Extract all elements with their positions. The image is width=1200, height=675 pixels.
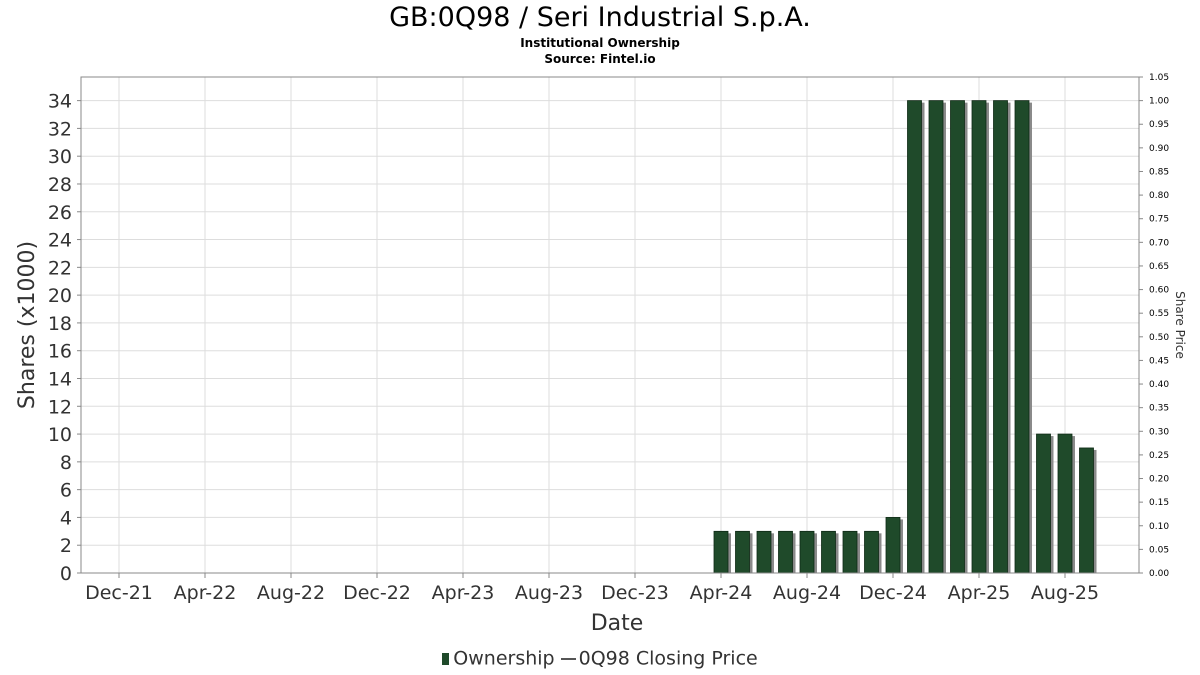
bar-ownership xyxy=(756,530,772,574)
y-tick-label: 16 xyxy=(48,341,72,363)
x-tick-label: Aug-25 xyxy=(1031,582,1099,604)
y-tick-label: 26 xyxy=(48,202,72,224)
x-tick-label: Apr-23 xyxy=(432,582,495,604)
bar-ownership xyxy=(950,100,965,574)
y2-axis-label: Share Price xyxy=(1173,291,1187,359)
legend-price-swatch xyxy=(560,657,576,660)
y2-tick-label: 0.25 xyxy=(1149,451,1169,461)
plot-frame xyxy=(80,76,1140,574)
x-tick-label: Apr-24 xyxy=(690,582,753,604)
y2-tick-label: 0.85 xyxy=(1149,167,1169,177)
y2-tick-label: 0.10 xyxy=(1149,522,1169,532)
y-axis-label: Shares (x1000) xyxy=(15,241,40,409)
x-tick-label: Apr-25 xyxy=(948,582,1011,604)
legend-ownership-swatch xyxy=(442,652,450,665)
bar-ownership xyxy=(971,100,987,574)
x-tick-label: Dec-24 xyxy=(859,582,927,604)
y2-tick-label: 0.45 xyxy=(1149,356,1169,366)
bar-ownership xyxy=(778,530,793,574)
y-tick-label: 24 xyxy=(48,230,72,252)
bar-ownership xyxy=(993,100,1008,574)
bar-ownership xyxy=(928,100,944,574)
y-tick-label: 20 xyxy=(48,285,72,307)
x-tick-label: Aug-23 xyxy=(515,582,583,604)
y2-axis-ticks: 0.00 0.05 0.10 0.15 0.20 0.25 0.30 0.35 0.40 0.45… xyxy=(1139,73,1169,579)
bar-ownership xyxy=(1079,447,1094,574)
bar-ownership xyxy=(907,100,922,574)
y-tick-label: 22 xyxy=(48,257,72,279)
y2-tick-label: 0.65 xyxy=(1149,262,1169,272)
legend-ownership-label: Ownership xyxy=(453,647,555,670)
y2-tick-label: 0.80 xyxy=(1149,191,1169,201)
y2-tick-label: 0.35 xyxy=(1149,404,1169,414)
bar-ownership xyxy=(713,530,729,574)
bar-ownership xyxy=(799,530,815,574)
y2-tick-label: 0.00 xyxy=(1149,569,1169,579)
y2-tick-label: 0.40 xyxy=(1149,380,1169,390)
y2-tick-label: 0.20 xyxy=(1149,475,1169,485)
y-tick-label: 30 xyxy=(48,146,72,168)
bar-ownership xyxy=(1036,433,1051,574)
y-tick-label: 12 xyxy=(48,396,72,418)
y-tick-label: 28 xyxy=(48,174,72,196)
y-tick-label: 34 xyxy=(48,91,72,113)
y2-tick-label: 0.90 xyxy=(1149,144,1169,154)
y-tick-label: 6 xyxy=(60,480,72,502)
y2-tick-label: 0.95 xyxy=(1149,120,1169,130)
y-tick-label: 14 xyxy=(48,368,72,390)
y-tick-label: 8 xyxy=(60,452,72,474)
x-axis-ticks: Dec-21 Apr-22 Aug-22 Dec-22 Apr-23 Aug-23 Dec-… xyxy=(85,573,1099,604)
bar-ownership xyxy=(821,530,836,574)
y2-tick-label: 0.50 xyxy=(1149,333,1169,343)
y2-tick-label: 0.05 xyxy=(1149,545,1169,555)
bar-ownership xyxy=(1057,433,1073,574)
chart-source: Source: Fintel.io xyxy=(544,52,656,66)
bars xyxy=(713,100,1097,574)
x-tick-label: Aug-24 xyxy=(773,582,841,604)
y2-tick-label: 0.75 xyxy=(1149,215,1169,225)
y-tick-label: 0 xyxy=(60,563,72,585)
x-tick-label: Dec-23 xyxy=(601,582,669,604)
y-tick-label: 10 xyxy=(48,424,72,446)
x-axis-label: Date xyxy=(591,611,644,636)
legend: Ownership 0Q98 Closing Price xyxy=(0,647,1200,670)
bar-ownership xyxy=(735,530,750,574)
bar-ownership xyxy=(842,530,858,574)
chart-subtitle: Institutional Ownership xyxy=(520,36,680,50)
y2-tick-label: 1.05 xyxy=(1149,73,1169,83)
x-tick-label: Aug-22 xyxy=(257,582,325,604)
bar-ownership xyxy=(885,517,901,574)
y2-tick-label: 0.30 xyxy=(1149,427,1169,437)
legend-price-label: 0Q98 Closing Price xyxy=(578,647,758,670)
y2-tick-label: 0.15 xyxy=(1149,498,1169,508)
x-tick-label: Dec-22 xyxy=(343,582,411,604)
x-tick-label: Dec-21 xyxy=(85,582,153,604)
y-tick-label: 18 xyxy=(48,313,72,335)
y-tick-label: 2 xyxy=(60,535,72,557)
bar-ownership xyxy=(1014,100,1030,574)
y2-tick-label: 1.00 xyxy=(1149,97,1169,107)
y-tick-label: 4 xyxy=(60,507,72,529)
y-tick-label: 32 xyxy=(48,118,72,140)
y2-tick-label: 0.55 xyxy=(1149,309,1169,319)
chart-title: GB:0Q98 / Seri Industrial S.p.A. xyxy=(389,2,811,33)
bar-ownership xyxy=(864,530,879,574)
x-tick-label: Apr-22 xyxy=(174,582,237,604)
y2-tick-label: 0.70 xyxy=(1149,238,1169,248)
y2-tick-label: 0.60 xyxy=(1149,286,1169,296)
